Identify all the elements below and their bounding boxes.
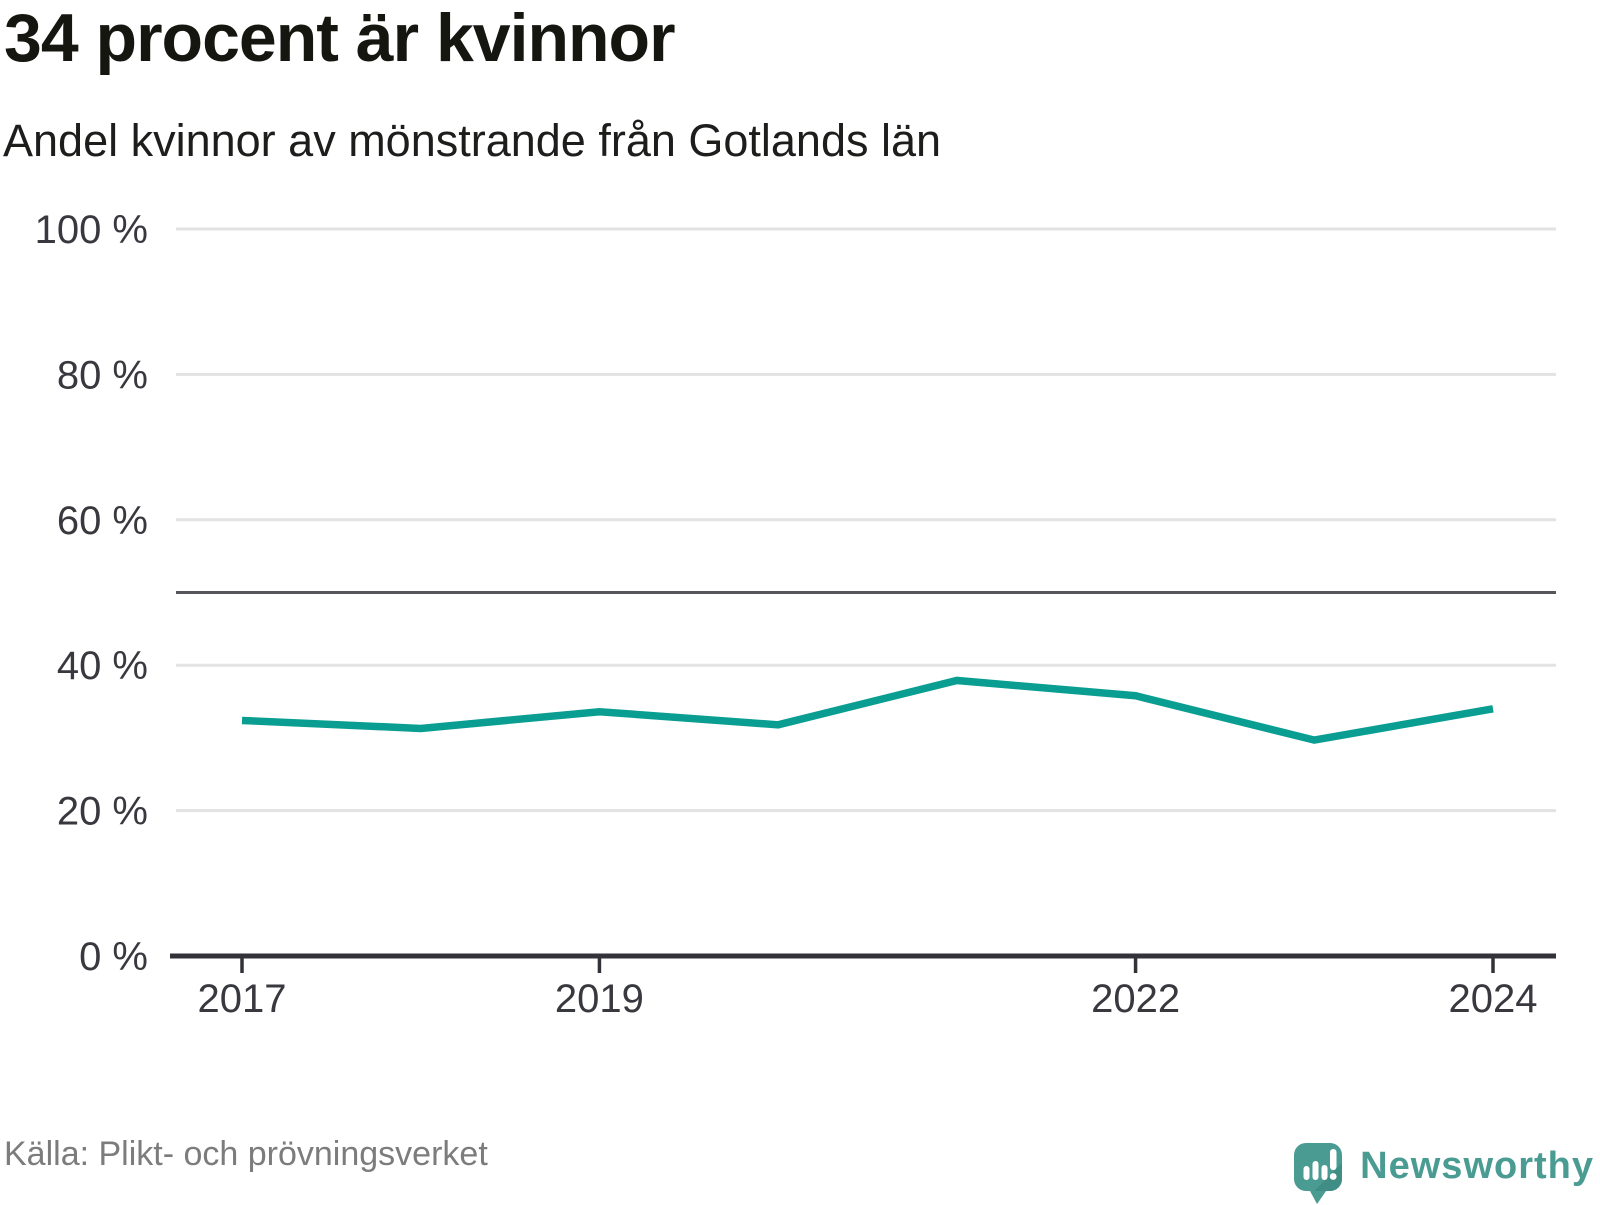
exclamation-dot bbox=[1329, 1173, 1337, 1180]
brand-name: Newsworthy bbox=[1360, 1145, 1594, 1187]
y-tick-label: 40 % bbox=[57, 644, 148, 688]
source-note: Källa: Plikt- och prövningsverket bbox=[4, 1135, 488, 1173]
bar-3 bbox=[1321, 1165, 1328, 1180]
newsworthy-badge-icon bbox=[1294, 1143, 1343, 1204]
bubble-fold-shade bbox=[1314, 1163, 1343, 1191]
x-tick-label: 2017 bbox=[198, 977, 287, 1021]
data-line bbox=[241, 676, 1494, 744]
bar-1 bbox=[1303, 1166, 1310, 1180]
y-tick-label: 100 % bbox=[35, 208, 148, 252]
y-tick-label: 80 % bbox=[57, 353, 148, 397]
bar-2 bbox=[1312, 1161, 1319, 1180]
exclamation-bar bbox=[1330, 1149, 1337, 1170]
x-tick-label: 2024 bbox=[1449, 977, 1538, 1021]
y-tick-label: 20 % bbox=[57, 790, 148, 834]
page-title: 34 procent är kvinnor bbox=[4, 0, 676, 76]
y-tick-label: 60 % bbox=[57, 499, 148, 543]
x-tick-label: 2019 bbox=[555, 977, 644, 1021]
y-tick-label: 0 % bbox=[79, 935, 148, 979]
x-tick-label: 2022 bbox=[1091, 977, 1180, 1021]
chart-subtitle: Andel kvinnor av mönstrande från Gotland… bbox=[3, 115, 942, 166]
newsworthy-logo: Newsworthy bbox=[1294, 1143, 1594, 1205]
